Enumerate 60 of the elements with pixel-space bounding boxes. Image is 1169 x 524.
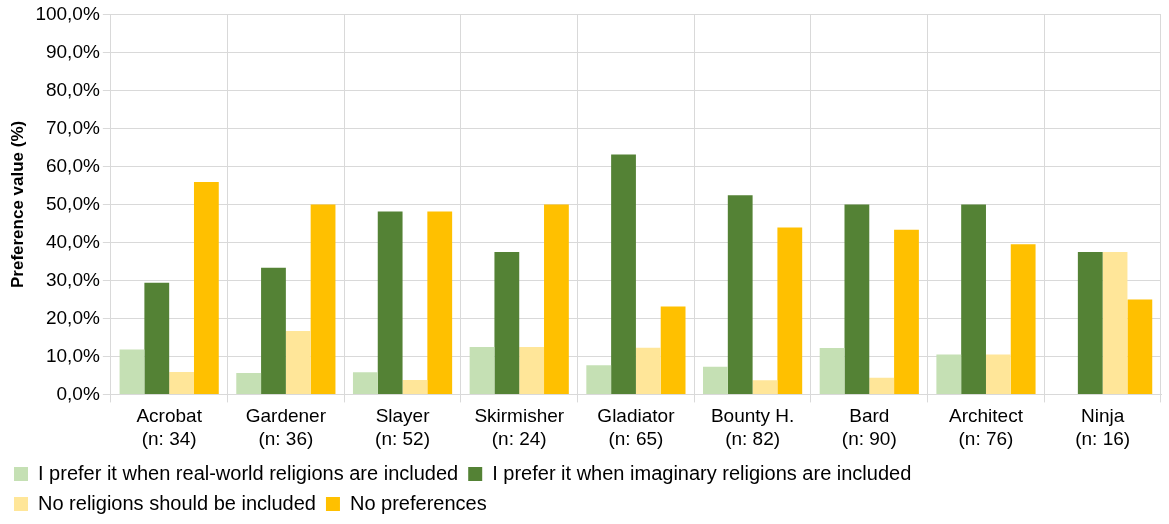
y-axis-title: Preference value (%) <box>7 120 27 289</box>
bar <box>469 346 495 394</box>
bar <box>119 349 145 394</box>
y-tick-label: 50,0% <box>45 192 100 214</box>
y-tick-label: 70,0% <box>45 116 100 138</box>
bar <box>352 372 378 394</box>
bar <box>494 251 520 394</box>
x-tick-label: Acrobat (n: 34) <box>136 405 203 449</box>
y-tick-label: 90,0% <box>45 40 100 62</box>
y-tick-label: 10,0% <box>45 344 100 366</box>
bar <box>1077 251 1103 394</box>
bar <box>727 195 753 394</box>
y-tick-label: 30,0% <box>45 268 100 290</box>
bar <box>777 227 803 394</box>
bar <box>193 181 219 394</box>
x-tick-label: Bard (n: 90) <box>841 405 897 449</box>
bar <box>936 354 962 394</box>
x-tick-label: Ninja (n: 16) <box>1075 405 1131 449</box>
bar <box>377 211 403 394</box>
bar <box>586 365 612 394</box>
bar <box>285 330 311 394</box>
legend-label: No religions should be included <box>38 491 316 514</box>
bar <box>169 371 194 394</box>
bar <box>894 229 919 394</box>
bar <box>844 204 870 394</box>
bar <box>611 154 636 394</box>
x-tick-label: Slayer (n: 52) <box>375 405 431 449</box>
bar <box>519 346 545 394</box>
y-tick-label: 80,0% <box>45 78 100 100</box>
legend-label: I prefer it when imaginary religions are included <box>492 461 912 484</box>
bar <box>961 204 986 394</box>
bar <box>752 380 778 394</box>
bar <box>1102 251 1128 394</box>
bar <box>635 347 661 394</box>
y-tick-label: 60,0% <box>45 154 100 176</box>
bar <box>660 306 686 394</box>
bar <box>819 348 845 394</box>
bar <box>310 204 336 394</box>
x-tick-label: Architect (n: 76) <box>949 405 1024 449</box>
bar <box>236 373 262 394</box>
x-tick-label: Bounty H. (n: 82) <box>710 405 795 449</box>
x-tick-label: Skirmisher (n: 24) <box>474 405 565 449</box>
y-tick-label: 0,0% <box>56 382 100 404</box>
x-tick-label: Gladiator (n: 65) <box>597 405 676 449</box>
bar <box>985 354 1011 394</box>
bar <box>261 267 286 394</box>
y-tick-label: 100,0% <box>35 2 100 24</box>
bar <box>1010 244 1036 394</box>
bar <box>544 204 569 394</box>
bar <box>1127 299 1153 394</box>
x-tick-label: Gardener (n: 36) <box>245 405 327 449</box>
bar <box>703 366 728 394</box>
bar <box>427 211 453 394</box>
bar <box>144 282 170 394</box>
bar <box>402 379 428 394</box>
legend-label: No preferences <box>349 491 487 514</box>
y-tick-label: 20,0% <box>45 306 100 328</box>
y-tick-label: 40,0% <box>45 230 100 252</box>
bar <box>869 377 895 394</box>
legend-label: I prefer it when real-world religions are included <box>38 461 459 484</box>
